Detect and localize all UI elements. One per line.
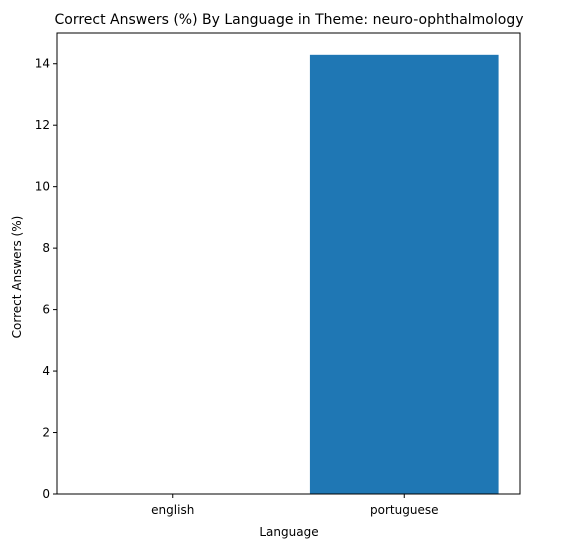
y-tick-label-4: 4: [42, 364, 50, 378]
y-tick-label-12: 12: [35, 118, 50, 132]
y-tick-label-14: 14: [35, 57, 50, 71]
y-tick-label-8: 8: [42, 241, 50, 255]
chart-title: Correct Answers (%) By Language in Theme…: [54, 12, 523, 28]
y-tick-label-10: 10: [35, 180, 50, 194]
y-tick-label-2: 2: [42, 426, 50, 440]
y-tick-label-6: 6: [42, 303, 50, 317]
plot-frame: [56, 32, 521, 495]
bar-portuguese: [309, 54, 499, 494]
y-tick-label-0: 0: [42, 487, 50, 501]
y-axis-label: Correct Answers (%): [10, 216, 24, 339]
x-tick-label-english: english: [151, 503, 194, 517]
x-tick-label-portuguese: portuguese: [370, 503, 438, 517]
x-axis-label: Language: [259, 525, 318, 539]
plot-area: 0 2 4 6 8 10 12 14 english portuguese: [35, 32, 521, 517]
